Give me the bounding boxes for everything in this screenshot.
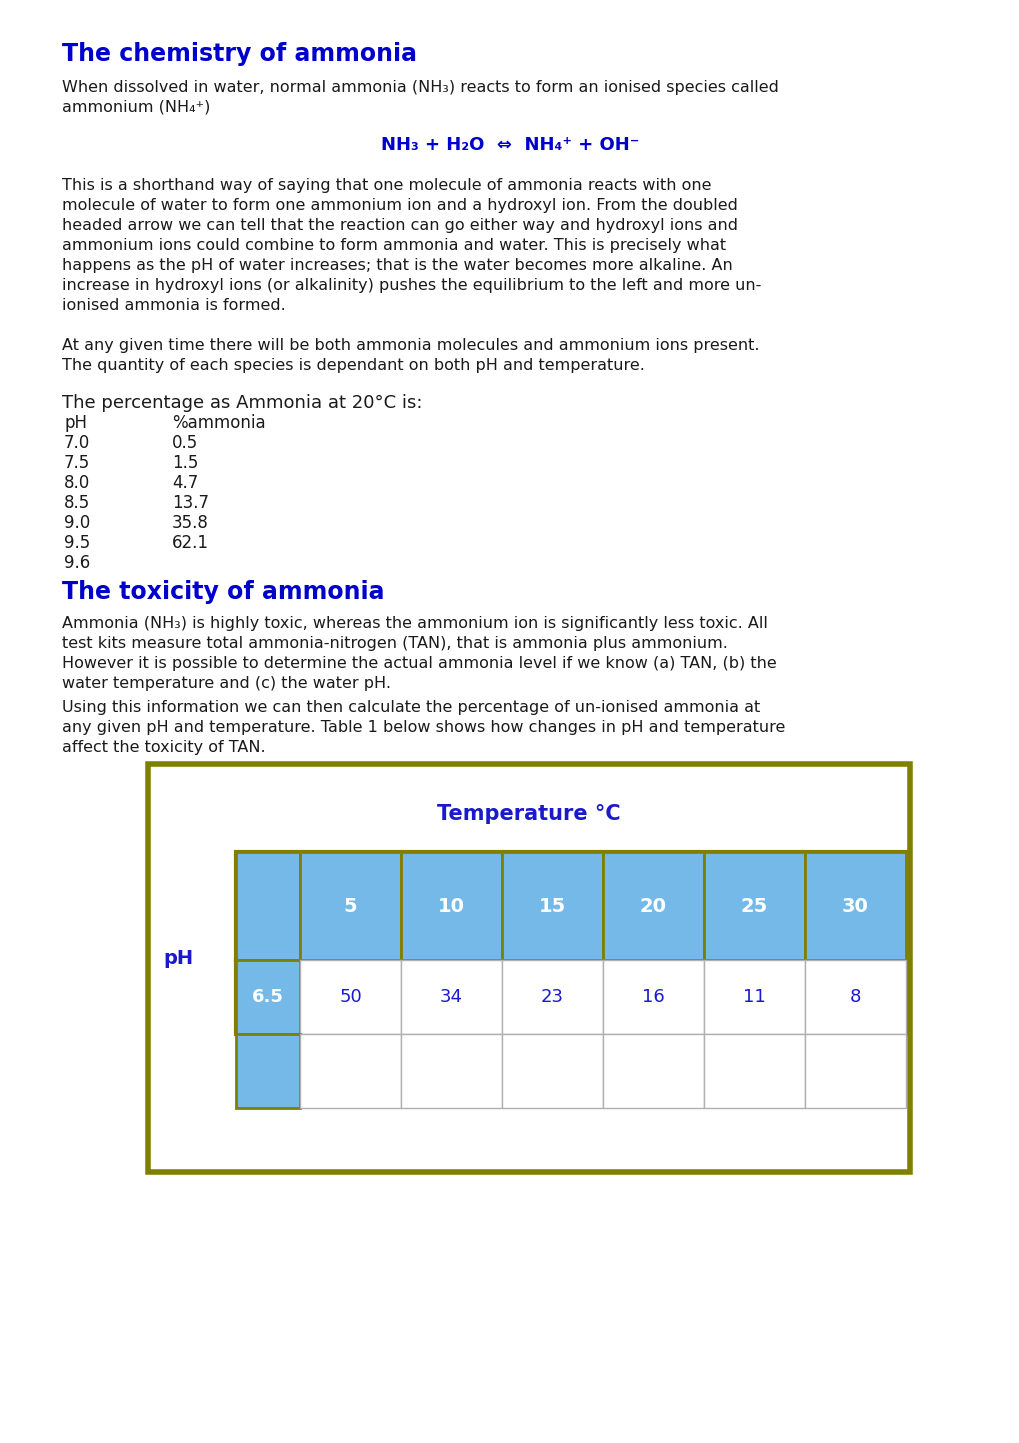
Text: 5: 5: [343, 896, 357, 915]
Text: ammonium (NH₄⁺): ammonium (NH₄⁺): [62, 100, 210, 115]
Text: 50: 50: [338, 988, 362, 1006]
Bar: [501, 851, 602, 960]
Text: 8: 8: [849, 988, 860, 1006]
Bar: [235, 960, 905, 1035]
Text: ammonium ions could combine to form ammonia and water. This is precisely what: ammonium ions could combine to form ammo…: [62, 238, 726, 253]
Text: 9.6: 9.6: [64, 554, 90, 571]
Text: headed arrow we can tell that the reaction can go either way and hydroxyl ions a: headed arrow we can tell that the reacti…: [62, 218, 738, 232]
Text: 6.5: 6.5: [252, 988, 283, 1006]
Text: 9.0: 9.0: [64, 514, 90, 532]
Text: test kits measure total ammonia-nitrogen (TAN), that is ammonia plus ammonium.: test kits measure total ammonia-nitrogen…: [62, 636, 728, 651]
Text: increase in hydroxyl ions (or alkalinity) pushes the equilibrium to the left and: increase in hydroxyl ions (or alkalinity…: [62, 278, 760, 293]
Bar: [400, 960, 501, 1035]
Bar: [235, 851, 300, 960]
Text: 10: 10: [437, 896, 465, 915]
Bar: [804, 960, 905, 1035]
Bar: [400, 1035, 501, 1108]
Text: 11: 11: [743, 988, 765, 1006]
Bar: [300, 1035, 400, 1108]
Bar: [804, 1035, 905, 1108]
Text: 1.5: 1.5: [172, 455, 198, 472]
Text: 62.1: 62.1: [172, 534, 209, 553]
Bar: [501, 960, 602, 1035]
Text: However it is possible to determine the actual ammonia level if we know (a) TAN,: However it is possible to determine the …: [62, 657, 776, 671]
Text: 8.5: 8.5: [64, 494, 90, 512]
Text: happens as the pH of water increases; that is the water becomes more alkaline. A: happens as the pH of water increases; th…: [62, 258, 732, 273]
Bar: [602, 960, 703, 1035]
Bar: [235, 960, 300, 1035]
Text: 4.7: 4.7: [172, 473, 198, 492]
Bar: [400, 851, 501, 960]
Bar: [602, 851, 703, 960]
Text: Temperature °C: Temperature °C: [437, 804, 621, 824]
Text: The percentage as Ammonia at 20°C is:: The percentage as Ammonia at 20°C is:: [62, 394, 422, 413]
Text: 16: 16: [642, 988, 664, 1006]
Bar: [804, 851, 905, 960]
Text: At any given time there will be both ammonia molecules and ammonium ions present: At any given time there will be both amm…: [62, 338, 759, 354]
Bar: [501, 1035, 602, 1108]
Text: %ammonia: %ammonia: [172, 414, 265, 431]
Text: Ammonia (NH₃) is highly toxic, whereas the ammonium ion is significantly less to: Ammonia (NH₃) is highly toxic, whereas t…: [62, 616, 767, 631]
Text: ionised ammonia is formed.: ionised ammonia is formed.: [62, 299, 285, 313]
Text: 15: 15: [538, 896, 566, 915]
Bar: [148, 763, 909, 1172]
Bar: [703, 960, 804, 1035]
Text: Using this information we can then calculate the percentage of un-ionised ammoni: Using this information we can then calcu…: [62, 700, 759, 714]
Bar: [300, 851, 400, 960]
Text: 0.5: 0.5: [172, 434, 198, 452]
Text: The chemistry of ammonia: The chemistry of ammonia: [62, 42, 417, 66]
Text: 23: 23: [540, 988, 564, 1006]
Text: affect the toxicity of TAN.: affect the toxicity of TAN.: [62, 740, 265, 755]
Text: When dissolved in water, normal ammonia (NH₃) reacts to form an ionised species : When dissolved in water, normal ammonia …: [62, 79, 779, 95]
Text: molecule of water to form one ammonium ion and a hydroxyl ion. From the doubled: molecule of water to form one ammonium i…: [62, 198, 737, 214]
Bar: [235, 851, 905, 960]
Text: The quantity of each species is dependant on both pH and temperature.: The quantity of each species is dependan…: [62, 358, 644, 372]
Text: This is a shorthand way of saying that one molecule of ammonia reacts with one: This is a shorthand way of saying that o…: [62, 177, 711, 193]
Text: 8.0: 8.0: [64, 473, 90, 492]
Bar: [235, 1035, 300, 1108]
Text: water temperature and (c) the water pH.: water temperature and (c) the water pH.: [62, 675, 390, 691]
Text: 30: 30: [842, 896, 868, 915]
Text: 20: 20: [639, 896, 666, 915]
Bar: [703, 851, 804, 960]
Text: 9.5: 9.5: [64, 534, 90, 553]
Text: pH: pH: [163, 949, 193, 968]
Text: any given pH and temperature. Table 1 below shows how changes in pH and temperat: any given pH and temperature. Table 1 be…: [62, 720, 785, 734]
Text: 7.5: 7.5: [64, 455, 90, 472]
Text: The toxicity of ammonia: The toxicity of ammonia: [62, 580, 384, 605]
Bar: [300, 960, 400, 1035]
Text: 35.8: 35.8: [172, 514, 209, 532]
Text: pH: pH: [64, 414, 87, 431]
Text: 7.0: 7.0: [64, 434, 90, 452]
Bar: [703, 1035, 804, 1108]
Text: 34: 34: [439, 988, 463, 1006]
Bar: [602, 1035, 703, 1108]
Text: 25: 25: [740, 896, 767, 915]
Text: 13.7: 13.7: [172, 494, 209, 512]
Text: NH₃ + H₂O  ⇔  NH₄⁺ + OH⁻: NH₃ + H₂O ⇔ NH₄⁺ + OH⁻: [380, 136, 639, 154]
